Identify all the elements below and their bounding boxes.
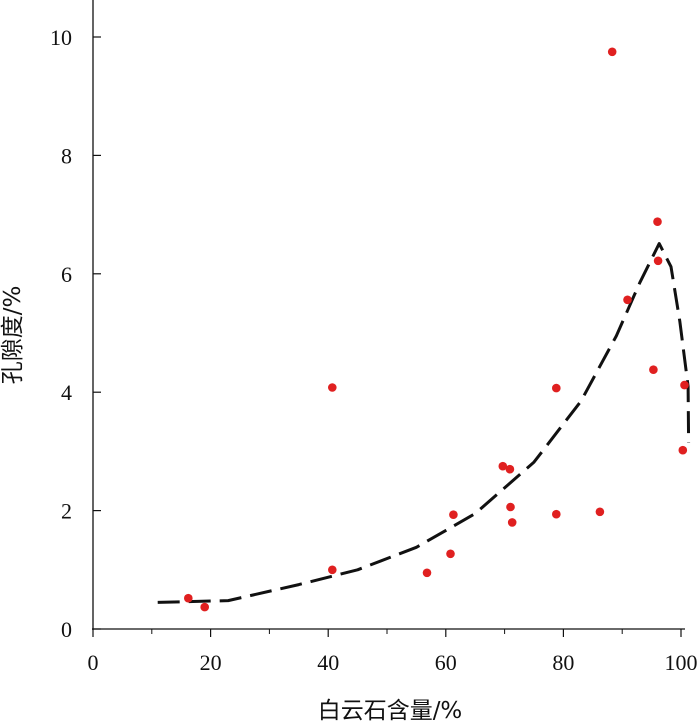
data-point — [328, 565, 337, 575]
x-tick-label: 60 — [435, 650, 457, 675]
x-tick-label: 100 — [665, 650, 698, 675]
y-tick-label: 10 — [50, 25, 72, 50]
data-point — [507, 518, 517, 527]
x-ticks: 0 20 40 60 80 100 — [88, 629, 698, 675]
trend-curve — [157, 242, 691, 604]
x-tick-label: 40 — [317, 650, 339, 675]
data-point — [200, 602, 209, 612]
data-point — [680, 380, 689, 390]
y-tick-label: 6 — [61, 262, 72, 287]
data-point — [552, 509, 561, 519]
axes — [92, 0, 685, 630]
data-point — [649, 365, 658, 375]
data-point — [446, 549, 455, 559]
data-point — [678, 445, 688, 455]
y-axis-title: 孔隙度/% — [0, 286, 26, 385]
x-tick-label: 0 — [88, 650, 99, 675]
y-tick-label: 4 — [61, 380, 72, 405]
y-tick-label: 8 — [61, 143, 72, 168]
y-tick-label: 2 — [61, 499, 72, 524]
x-tick-label: 20 — [200, 650, 222, 675]
x-tick-label: 80 — [552, 650, 574, 675]
data-point — [552, 383, 561, 393]
trend-curve-layer — [157, 242, 691, 604]
data-point — [506, 502, 515, 512]
data-point — [623, 295, 632, 305]
data-point — [422, 568, 432, 578]
data-point — [607, 47, 617, 57]
y-tick-label: 0 — [61, 617, 72, 642]
data-point — [653, 217, 662, 226]
data-point — [498, 461, 508, 471]
data-point — [595, 507, 605, 517]
y-ticks: 0 2 4 6 8 10 — [50, 25, 101, 642]
data-point — [653, 256, 663, 266]
data-point — [505, 464, 515, 474]
x-axis-title: 白云石含量/% — [318, 698, 463, 723]
data-point — [449, 510, 458, 519]
data-point — [184, 593, 193, 603]
data-point — [328, 383, 337, 392]
data-points — [184, 47, 689, 612]
